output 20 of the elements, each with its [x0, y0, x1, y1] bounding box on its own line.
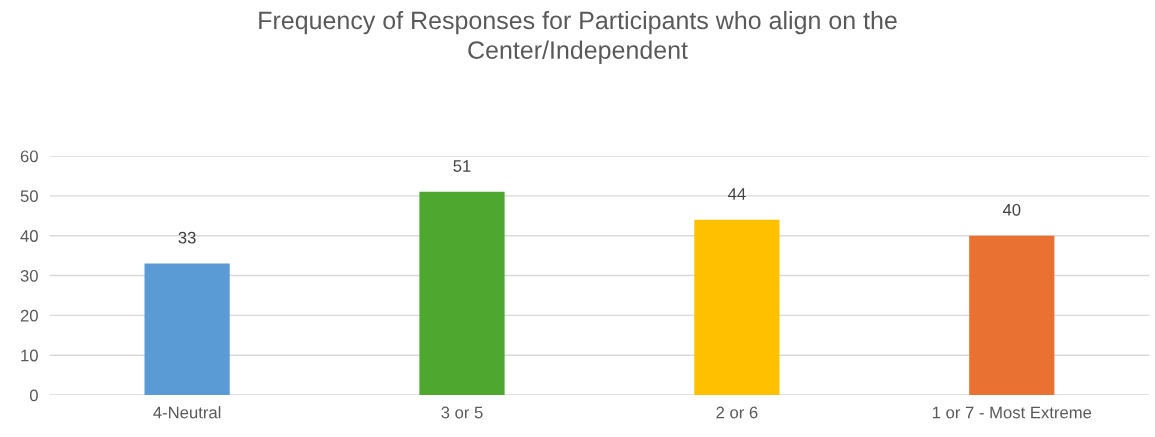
bar — [144, 263, 230, 396]
data-label: 51 — [453, 160, 471, 172]
chart-title: Frequency of Responses for Participants who align on the Center/Independent — [259, 10, 897, 64]
data-label: 33 — [178, 231, 196, 244]
y-tick-label: 10 — [21, 349, 38, 362]
bar — [694, 219, 780, 396]
bar — [419, 191, 505, 396]
y-tick-label: 0 — [29, 389, 38, 402]
y-tick-label: 20 — [20, 309, 38, 322]
x-tick-label: 2 or 6 — [716, 406, 758, 419]
x-tick-label: 4-Neutral — [153, 406, 221, 419]
y-tick-label: 50 — [20, 190, 38, 203]
data-label: 40 — [1002, 203, 1021, 216]
x-tick-label: 1 or 7 - Most Extreme — [932, 406, 1092, 419]
y-tick-label: 40 — [20, 230, 38, 242]
bar — [969, 235, 1055, 396]
x-tick-label: 3 or 5 — [441, 406, 483, 419]
data-label: 44 — [728, 188, 746, 200]
y-tick-label: 30 — [20, 269, 38, 282]
y-tick-label: 60 — [20, 150, 38, 163]
